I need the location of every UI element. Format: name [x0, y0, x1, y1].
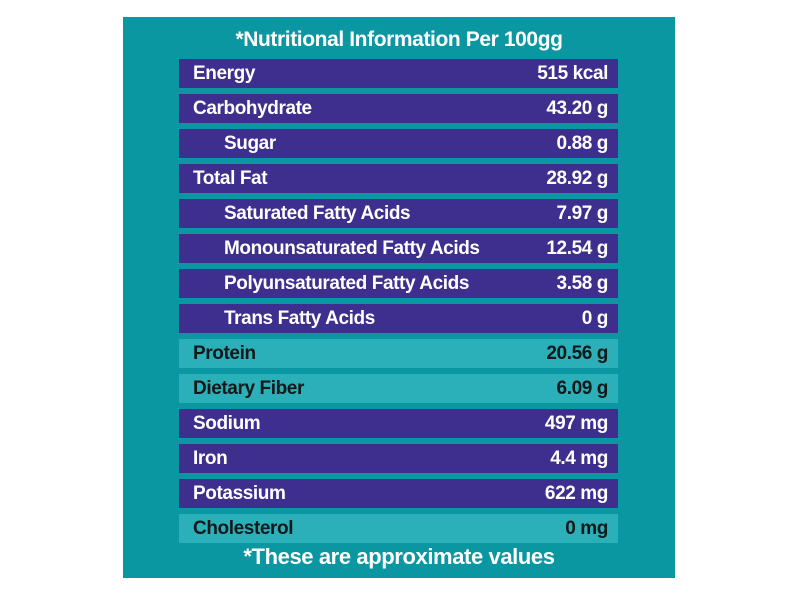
row-protein: Protein 20.56 g	[179, 339, 618, 368]
row-value: 497 mg	[544, 412, 608, 434]
row-value: 3.58 g	[556, 272, 609, 294]
row-polyunsaturated-fatty-acids: Polyunsaturated Fatty Acids 3.58 g	[179, 269, 618, 298]
row-value: 7.97 g	[556, 202, 609, 224]
row-label: Polyunsaturated Fatty Acids	[224, 272, 470, 294]
row-monounsaturated-fatty-acids: Monounsaturated Fatty Acids 12.54 g	[179, 234, 618, 263]
row-value: 515 kcal	[537, 62, 608, 84]
nutrition-panel: *Nutritional Information Per 100gg Energ…	[123, 17, 675, 578]
row-value: 6.09 g	[556, 377, 609, 399]
row-trans-fatty-acids: Trans Fatty Acids 0 g	[179, 304, 618, 333]
row-value: 43.20 g	[546, 97, 608, 119]
row-label: Sugar	[224, 132, 276, 154]
row-label: Carbohydrate	[193, 97, 312, 119]
row-value: 28.92 g	[546, 167, 608, 189]
row-carbohydrate: Carbohydrate 43.20 g	[179, 94, 618, 123]
row-potassium: Potassium 622 mg	[179, 479, 618, 508]
row-iron: Iron 4.4 mg	[179, 444, 618, 473]
row-value: 622 mg	[544, 482, 608, 504]
row-label: Trans Fatty Acids	[224, 307, 375, 329]
row-label: Sodium	[193, 412, 261, 434]
row-saturated-fatty-acids: Saturated Fatty Acids 7.97 g	[179, 199, 618, 228]
approximate-values-note: *These are approximate values	[243, 544, 555, 569]
row-value: 12.54 g	[546, 237, 608, 259]
row-label: Energy	[193, 62, 256, 84]
row-value: 20.56 g	[546, 342, 608, 364]
row-label: Saturated Fatty Acids	[224, 202, 411, 224]
row-energy: Energy 515 kcal	[179, 59, 618, 88]
row-label: Protein	[193, 342, 256, 364]
nutrition-table: Energy 515 kcal Carbohydrate 43.20 g Sug…	[179, 59, 618, 549]
row-label: Iron	[193, 447, 228, 469]
row-label: Potassium	[193, 482, 286, 504]
row-value: 0 mg	[565, 517, 608, 539]
row-value: 0 g	[581, 307, 609, 329]
row-label: Cholesterol	[193, 517, 294, 539]
row-label: Monounsaturated Fatty Acids	[224, 237, 480, 259]
row-cholesterol: Cholesterol 0 mg	[179, 514, 618, 543]
row-value: 0.88 g	[556, 132, 609, 154]
row-dietary-fiber: Dietary Fiber 6.09 g	[179, 374, 618, 403]
row-label: Dietary Fiber	[193, 377, 304, 399]
row-label: Total Fat	[193, 167, 268, 189]
row-sodium: Sodium 497 mg	[179, 409, 618, 438]
row-total-fat: Total Fat 28.92 g	[179, 164, 618, 193]
panel-title: *Nutritional Information Per 100gg	[235, 28, 563, 51]
row-sugar: Sugar 0.88 g	[179, 129, 618, 158]
row-value: 4.4 mg	[550, 447, 608, 469]
